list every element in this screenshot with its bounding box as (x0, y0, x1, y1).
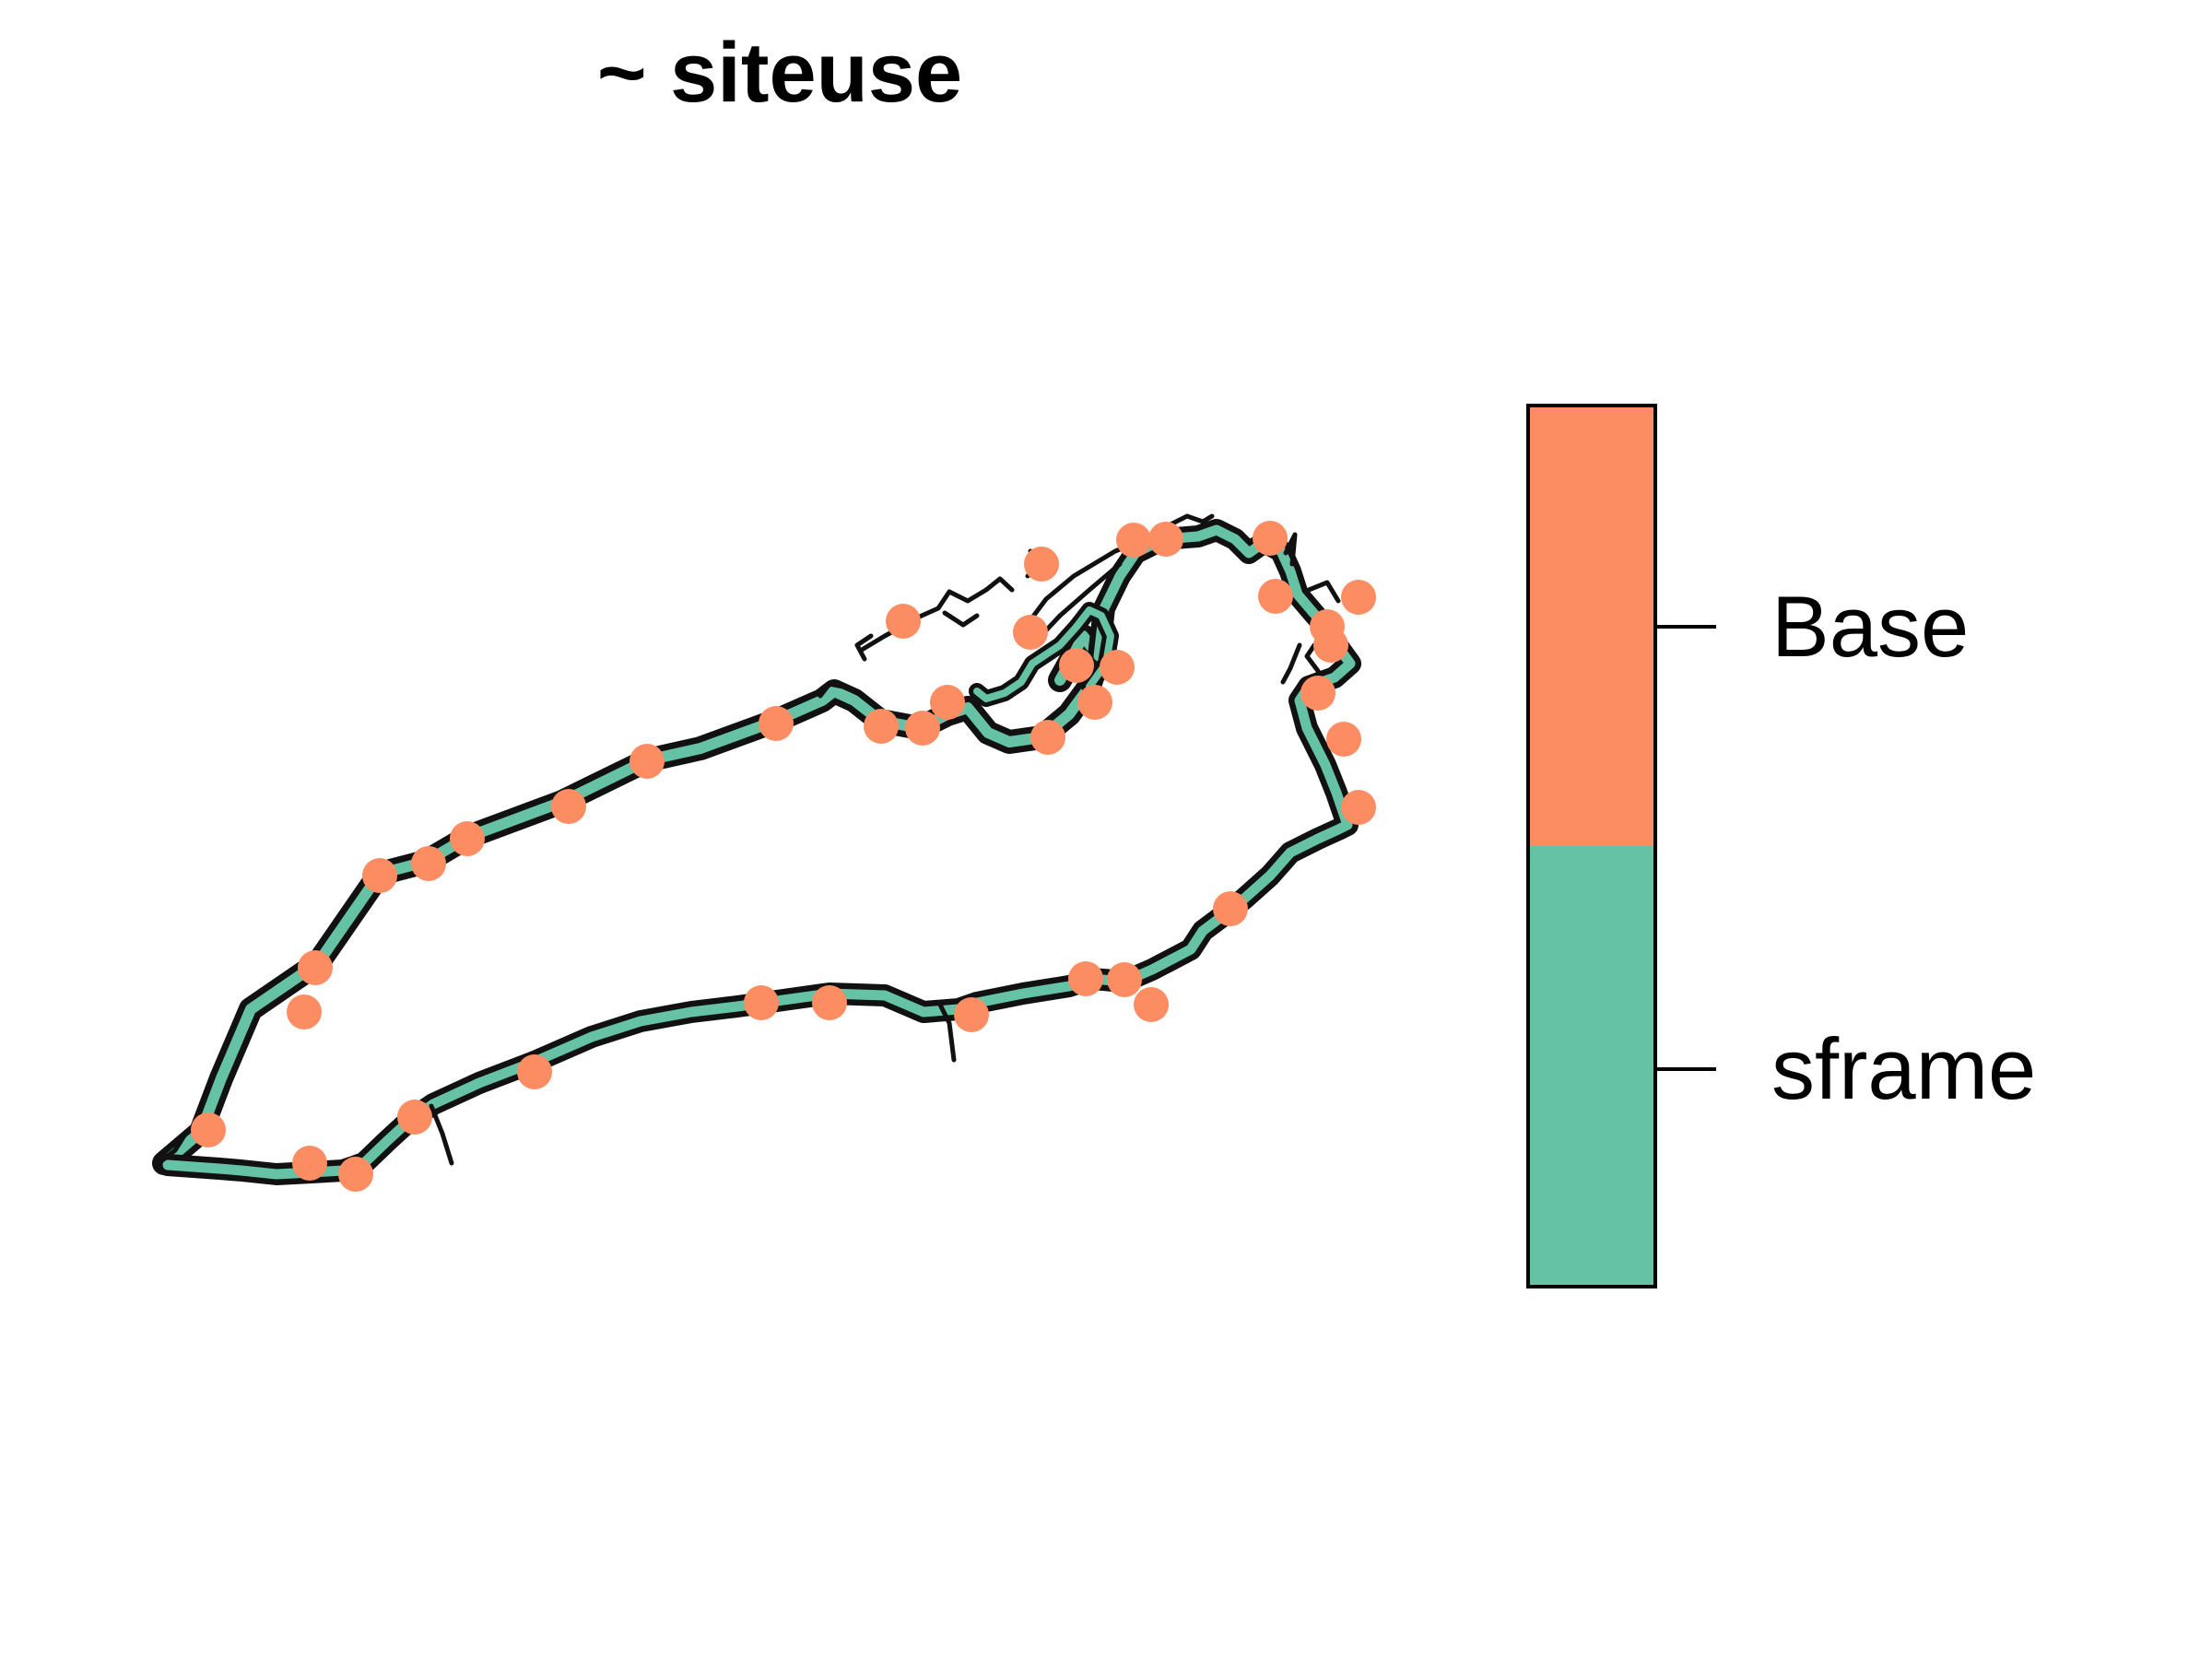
sample-point (905, 711, 940, 746)
sample-point (1013, 615, 1048, 650)
legend: Base sframe (1526, 404, 2036, 1288)
sample-point (954, 997, 989, 1032)
sample-point (1300, 676, 1335, 711)
sample-point (744, 985, 779, 1020)
legend-label-sframe: sframe (1771, 1020, 2036, 1117)
sample-point (759, 706, 794, 741)
sample-point (1024, 547, 1059, 582)
sample-point (1313, 628, 1348, 663)
shoreline-band-inlet (973, 606, 1114, 702)
sample-point (1213, 891, 1248, 926)
sample-point (1107, 962, 1142, 997)
sample-point (1253, 521, 1288, 556)
sample-point (517, 1054, 552, 1089)
sample-point (191, 1112, 226, 1147)
sample-point (362, 858, 397, 893)
sample-point (1068, 961, 1103, 996)
legend-swatch-base (1528, 406, 1655, 846)
sample-point (1134, 987, 1169, 1022)
legend-frame (1526, 404, 1657, 1288)
legend-label-base: Base (1771, 578, 1969, 675)
plot-title: ~ siteuse (597, 26, 962, 120)
shoreline-outline-east (157, 519, 1361, 1185)
sframe-layer (152, 513, 1361, 1185)
sample-point (298, 950, 333, 985)
sample-point (411, 846, 446, 881)
sample-point (629, 744, 665, 779)
shoreline-band-east (162, 524, 1356, 1180)
sample-point (1341, 790, 1376, 825)
sample-point (1326, 722, 1361, 757)
sample-point (1100, 650, 1135, 685)
sample-point (292, 1146, 327, 1181)
sample-point (1030, 720, 1065, 755)
sample-point (1148, 522, 1183, 557)
sample-point (338, 1157, 373, 1192)
sample-point (930, 685, 965, 720)
sample-point (886, 604, 921, 639)
shoreline-details (156, 513, 1341, 1166)
sample-point (287, 994, 322, 1030)
base-sample-points (191, 521, 1376, 1192)
sample-point (1341, 580, 1376, 615)
legend-swatch-sframe (1528, 846, 1655, 1287)
sample-point (812, 985, 847, 1020)
sample-point (1258, 579, 1293, 614)
sample-point (450, 821, 485, 856)
sample-point (1077, 685, 1112, 720)
sample-point (864, 709, 899, 744)
sample-point (397, 1100, 432, 1135)
sample-point (551, 789, 586, 824)
sample-point (1116, 523, 1151, 558)
sample-point (1059, 648, 1094, 683)
